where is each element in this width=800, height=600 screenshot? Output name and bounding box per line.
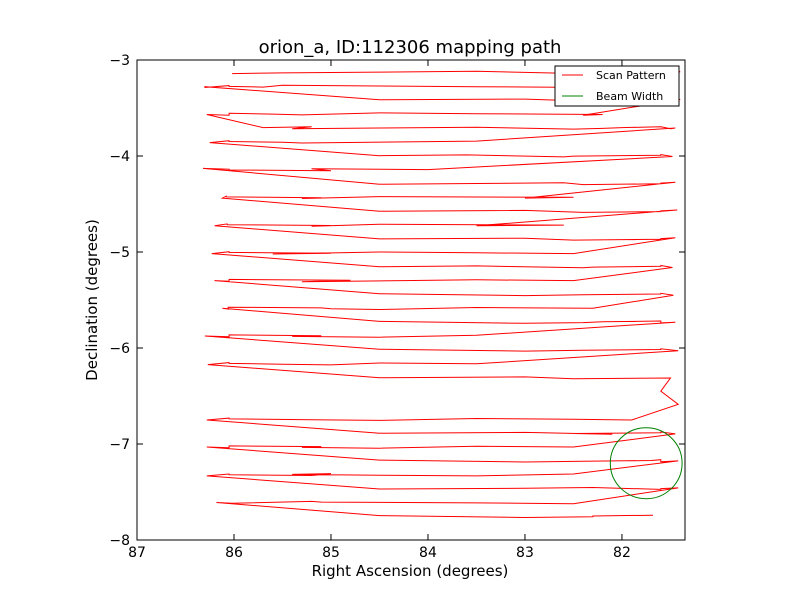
x-tick-label: 83 [516,545,534,561]
x-tick-label: 84 [419,545,437,561]
legend-box [554,65,680,107]
y-tick-label: −8 [109,533,130,549]
x-tick-label: 85 [322,545,340,561]
legend-label-beam-width: Beam Width [596,90,663,103]
x-axis-title: Right Ascension (degrees) [312,562,509,580]
y-tick-label: −3 [109,53,130,69]
x-tick-label: 87 [128,545,146,561]
y-axis-title: Declination (degrees) [83,219,101,381]
ticks-layer: 87 86 85 84 83 82 −3 −4 −5 −6 −7 −8 [109,53,685,561]
x-tick-label: 82 [613,545,631,561]
y-tick-label: −4 [109,149,130,165]
scan-pattern-line [202,70,681,519]
y-tick-label: −6 [109,341,130,357]
beam-width-circle [609,427,683,500]
legend: Scan Pattern Beam Width [554,65,680,107]
y-tick-label: −5 [109,245,130,261]
series-layer [202,70,683,519]
plot-area [136,59,686,541]
legend-label-scan-pattern: Scan Pattern [596,69,666,82]
y-tick-label: −7 [109,437,130,453]
axes-frame [136,59,686,541]
chart-title: orion_a, ID:112306 mapping path [259,37,562,58]
x-tick-label: 86 [225,545,243,561]
